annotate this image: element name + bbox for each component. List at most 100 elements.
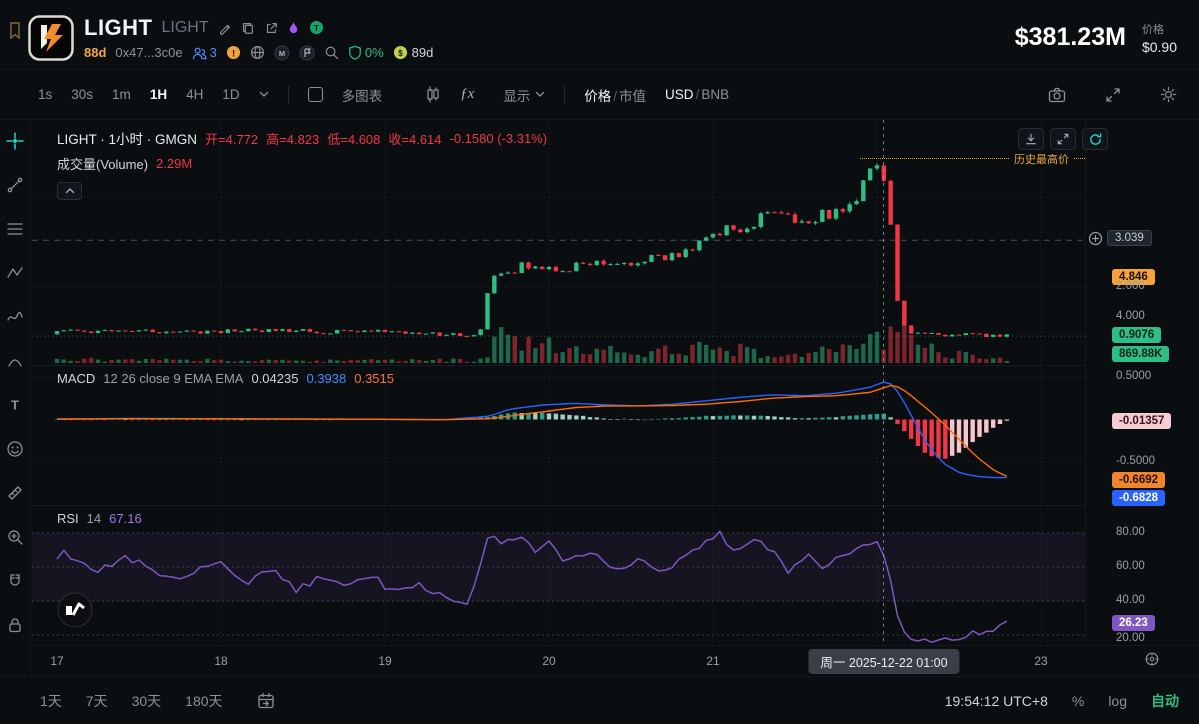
- macd-params: 12 26 close 9 EMA EMA: [103, 371, 244, 386]
- rsi-name[interactable]: RSI: [57, 511, 79, 526]
- price-toggle-label[interactable]: 价格: [584, 88, 612, 104]
- safety-percent: 0%: [364, 45, 384, 60]
- pattern-tool[interactable]: [6, 264, 24, 282]
- share-icon[interactable]: [264, 21, 278, 35]
- macd-name[interactable]: MACD: [57, 371, 96, 386]
- log-scale-button[interactable]: log: [1108, 692, 1127, 709]
- svg-text:$: $: [398, 48, 403, 58]
- usd-toggle-label[interactable]: USD: [665, 87, 694, 102]
- price-pane[interactable]: [32, 120, 1085, 365]
- volume-label[interactable]: 成交量(Volume): [57, 157, 149, 172]
- axis-settings-icon[interactable]: [1144, 651, 1160, 667]
- auto-scale-button[interactable]: 自动: [1151, 692, 1179, 709]
- range-180d-button[interactable]: 180天: [185, 692, 223, 709]
- flame-icon: [287, 20, 300, 35]
- ath-label: 历史最高价: [1010, 151, 1073, 167]
- clock-utc[interactable]: 19:54:12 UTC+8: [944, 692, 1048, 709]
- search-token-icon[interactable]: [324, 45, 339, 60]
- macd-signal-value: 0.3515: [354, 371, 394, 386]
- time-tick-21: 21: [706, 654, 720, 668]
- brush-tool[interactable]: [6, 308, 24, 326]
- last-price-badge: 0.9076: [1112, 327, 1162, 343]
- fullscreen-button[interactable]: [1105, 87, 1121, 103]
- macd-pane[interactable]: [32, 365, 1085, 505]
- timeframe-1d[interactable]: 1D: [222, 87, 240, 102]
- drawing-toolbar: T: [0, 120, 31, 676]
- holders-icon[interactable]: [192, 46, 207, 60]
- fib-retracement-tool[interactable]: [6, 220, 24, 238]
- timeframe-1m[interactable]: 1m: [112, 87, 131, 102]
- rsi-pane[interactable]: [32, 505, 1085, 645]
- chart-settings-gear-button[interactable]: [1160, 86, 1177, 103]
- pane-separator[interactable]: [32, 365, 1085, 366]
- candle-style-icon[interactable]: [425, 85, 441, 104]
- zoom-in-tool[interactable]: [6, 528, 24, 546]
- rsi-value: 67.16: [109, 511, 142, 526]
- price-axis[interactable]: 4.846 4.000 3.039 2.000 0.9076 869.88K 0…: [1085, 120, 1199, 645]
- emoji-tool[interactable]: [6, 440, 24, 458]
- mcap-toggle-label[interactable]: 市值: [619, 88, 647, 104]
- pane-download-button[interactable]: [1018, 128, 1044, 150]
- ohlc-legend: LIGHT · 1小时 · GMGN 开=4.772 高=4.823 低=4.6…: [57, 128, 547, 148]
- multi-chart-label[interactable]: 多图表: [341, 88, 383, 104]
- edit-name-icon[interactable]: [218, 21, 232, 35]
- community-icon-2[interactable]: [299, 45, 315, 61]
- audit-badge-icon[interactable]: T: [309, 20, 324, 35]
- website-icon[interactable]: [250, 45, 265, 60]
- macd-axis-top: 0.5000: [1116, 370, 1152, 382]
- bottom-bar: 1天 7天 30天 180天 19:54:12 UTC+8 % log 自动: [0, 676, 1199, 724]
- range-7d-button[interactable]: 7天: [85, 692, 108, 709]
- usd-bnb-toggle[interactable]: USD / BNB: [665, 87, 730, 102]
- legend-low: 低=4.608: [327, 131, 381, 147]
- svg-text:!: !: [232, 48, 235, 58]
- timeframe-1s[interactable]: 1s: [38, 87, 53, 102]
- time-axis[interactable]: 17 18 19 20 21 23 周一 2025-12-22 01:00: [32, 645, 1199, 677]
- legend-close: 收=4.614: [388, 131, 442, 147]
- token-title-block: LIGHT LIGHT T 88d 0x47...3c0e 3: [84, 15, 433, 61]
- percent-scale-button[interactable]: %: [1071, 692, 1085, 709]
- go-to-date-button[interactable]: [257, 692, 275, 710]
- time-tick-17: 17: [50, 654, 64, 668]
- magnet-tool[interactable]: [6, 572, 24, 590]
- text-tool[interactable]: T: [6, 396, 24, 414]
- lock-tool[interactable]: [6, 616, 24, 634]
- trendline-tool[interactable]: [6, 176, 24, 194]
- bnb-toggle-label[interactable]: BNB: [701, 87, 730, 102]
- warning-icon[interactable]: !: [226, 45, 241, 60]
- pane-refresh-button[interactable]: [1082, 128, 1108, 150]
- timeframe-1h[interactable]: 1H: [149, 87, 168, 102]
- price-mcap-toggle[interactable]: 价格 / 市值: [584, 88, 647, 104]
- range-30d-button[interactable]: 30天: [131, 692, 162, 709]
- last-volume-badge: 869.88K: [1112, 346, 1170, 362]
- timeframe-30s[interactable]: 30s: [71, 87, 94, 102]
- pane-maximize-button[interactable]: [1050, 128, 1076, 150]
- pane-separator[interactable]: [32, 505, 1085, 506]
- indicators-fx-button[interactable]: ƒx: [460, 86, 475, 102]
- token-symbol: LIGHT: [84, 14, 153, 40]
- legend-high: 高=4.823: [266, 131, 320, 147]
- token-logo[interactable]: [28, 14, 74, 61]
- watchlist-ribbon-icon[interactable]: [8, 21, 22, 40]
- display-dropdown[interactable]: 显示: [503, 85, 545, 105]
- axis-tick-2: 2.000: [1116, 280, 1145, 292]
- tradingview-logo[interactable]: [57, 592, 93, 628]
- legend-title[interactable]: LIGHT · 1小时 · GMGN: [57, 132, 198, 147]
- legend-collapse-button[interactable]: [57, 182, 82, 200]
- avg-price-badge: 3.039: [1107, 230, 1152, 246]
- time-tick-19: 19: [378, 654, 392, 668]
- screenshot-camera-button[interactable]: [1048, 87, 1066, 103]
- community-icon-1[interactable]: M: [274, 45, 290, 61]
- arc-tool[interactable]: [6, 352, 24, 370]
- multi-chart-checkbox[interactable]: [307, 87, 323, 102]
- copy-symbol-icon[interactable]: [241, 21, 255, 35]
- timeframe-4h[interactable]: 4H: [186, 87, 204, 102]
- macd-signal-badge: -0.6692: [1112, 472, 1166, 488]
- holders-count[interactable]: 3: [209, 45, 217, 60]
- range-1d-button[interactable]: 1天: [40, 692, 62, 709]
- contract-address[interactable]: 0x47...3c0e: [115, 45, 183, 60]
- header-price-block: $381.23M 价格 $0.90: [1015, 21, 1177, 55]
- crosshair-tool[interactable]: [6, 132, 24, 150]
- ruler-tool[interactable]: [6, 484, 24, 502]
- avg-plus-icon[interactable]: [1088, 231, 1103, 246]
- timeframe-dropdown-icon[interactable]: [259, 91, 269, 98]
